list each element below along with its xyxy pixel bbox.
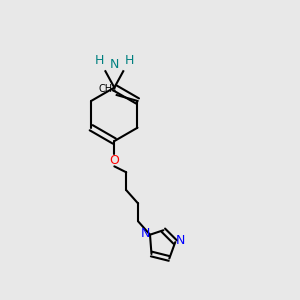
Text: N: N xyxy=(176,234,185,247)
Text: O: O xyxy=(110,154,119,167)
Text: N: N xyxy=(110,58,119,71)
Text: CH₃: CH₃ xyxy=(99,84,117,94)
Text: H: H xyxy=(124,54,134,68)
Text: H: H xyxy=(95,54,104,68)
Text: N: N xyxy=(141,227,150,240)
